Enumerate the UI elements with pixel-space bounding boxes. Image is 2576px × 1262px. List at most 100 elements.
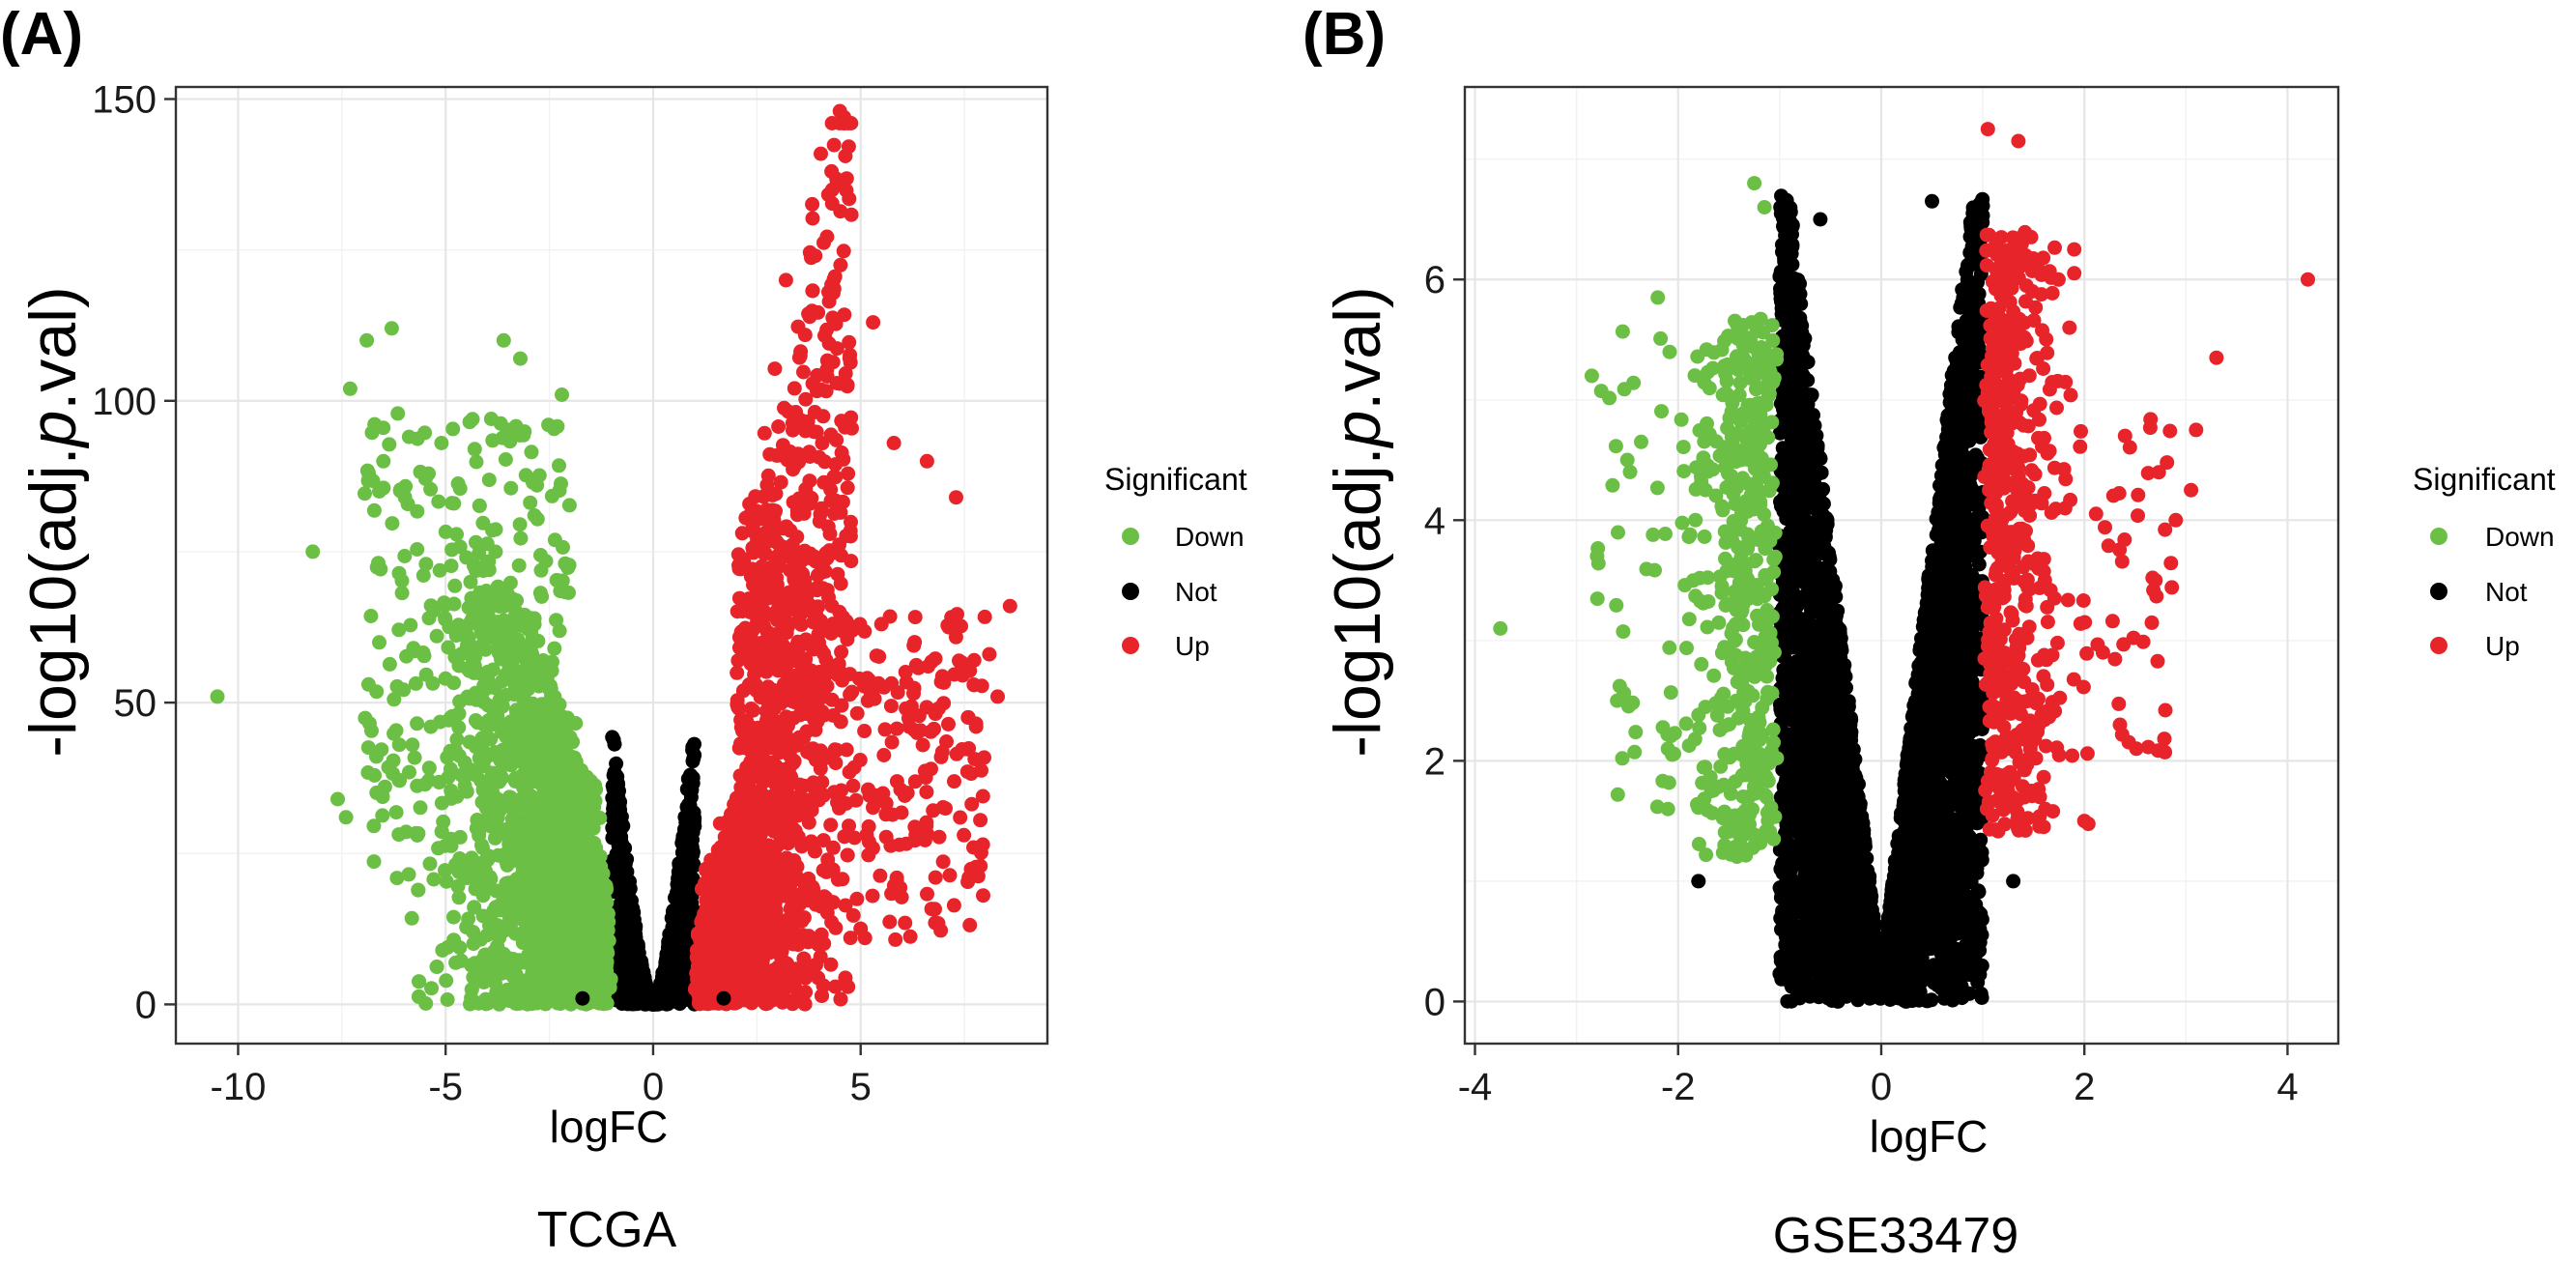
- cloud-point-down: [543, 805, 558, 820]
- cloud-point-down: [583, 860, 598, 875]
- cloud-point-down: [408, 825, 423, 841]
- cloud-point-down: [570, 972, 586, 988]
- cloud-point-down: [578, 811, 592, 826]
- cloud-point-down: [416, 648, 432, 664]
- cloud-point-down: [516, 814, 531, 829]
- cloud-point-down: [514, 926, 530, 941]
- cloud-point-down: [505, 735, 521, 750]
- cloud-point-down: [471, 868, 486, 883]
- cloud-point-not: [682, 852, 698, 868]
- cloud-point-down: [495, 674, 510, 689]
- cloud-point-down: [447, 578, 463, 593]
- cloud-point-down: [537, 741, 553, 757]
- cloud-point-down: [411, 882, 426, 898]
- cloud-point-down: [485, 523, 500, 538]
- cloud-point-up: [823, 957, 839, 972]
- cloud-point-down: [366, 502, 382, 518]
- cloud-point-down: [600, 906, 615, 922]
- cloud-point-down: [358, 486, 372, 502]
- cloud-point-down: [559, 854, 575, 870]
- cloud-point-down: [501, 799, 517, 814]
- cloud-point-down: [436, 814, 451, 829]
- cloud-point-down: [415, 568, 431, 583]
- cloud-point-down: [426, 872, 442, 887]
- cloud-point-down: [485, 433, 501, 448]
- cloud-point-down: [595, 967, 611, 983]
- cloud-point-not: [667, 970, 682, 986]
- cloud-point-down: [511, 558, 527, 573]
- cloud-point-down: [493, 747, 508, 762]
- cloud-point-not: [671, 948, 685, 963]
- cloud-point-down: [441, 712, 456, 728]
- cloud-point-down: [438, 524, 453, 539]
- cloud-point-down: [560, 956, 576, 971]
- cloud-point-not: [678, 815, 694, 830]
- panel-label-a: (A): [0, 1, 83, 68]
- cloud-point-down: [520, 875, 535, 890]
- cloud-point-not: [617, 851, 633, 867]
- cloud-point-down: [462, 734, 477, 750]
- cloud-point-down: [587, 778, 602, 793]
- cloud-point-down: [377, 779, 392, 794]
- cloud-point-down: [446, 675, 462, 691]
- cloud-point-down: [544, 688, 559, 703]
- cloud-point-down: [429, 628, 444, 644]
- cloud-point-down: [516, 780, 531, 795]
- cloud-point-down: [413, 800, 428, 816]
- cloud-point-down: [556, 539, 570, 555]
- cloud-point-down: [523, 495, 538, 510]
- cloud-point-down: [561, 558, 577, 573]
- cloud-point-down: [518, 672, 533, 687]
- cloud-point-down: [529, 756, 544, 771]
- cloud-point-down: [479, 536, 495, 552]
- cloud-point-down: [358, 710, 373, 726]
- cloud-point-not: [617, 941, 633, 956]
- cloud-point-down: [439, 874, 454, 889]
- cloud-point-down: [472, 828, 487, 844]
- cloud-point-not: [617, 969, 633, 985]
- cloud-point-down: [498, 452, 513, 467]
- cloud-point-down: [382, 437, 397, 452]
- cloud-point-down: [451, 617, 467, 633]
- cloud-point-down: [457, 755, 472, 770]
- cloud-point-down: [412, 974, 427, 990]
- cloud-point-down: [434, 795, 449, 811]
- cloud-point-down: [525, 977, 540, 992]
- cloud-point-down: [529, 912, 544, 927]
- cloud-point-down: [535, 943, 550, 959]
- cloud-point-not: [619, 864, 635, 879]
- cloud-point-down: [505, 952, 521, 967]
- cloud-point-up: [823, 817, 839, 833]
- cloud-point-down: [360, 465, 376, 480]
- cloud-point-down: [534, 588, 550, 604]
- cloud-point-down: [489, 883, 504, 899]
- cloud-point-down: [465, 412, 480, 427]
- cloud-point-down: [464, 982, 479, 997]
- cloud-point-down: [545, 954, 560, 969]
- cloud-point-down: [388, 805, 404, 820]
- cloud-point-down: [530, 961, 546, 977]
- cloud-point-down: [397, 549, 413, 563]
- cloud-point-down: [546, 723, 561, 738]
- cloud-point-down: [440, 992, 455, 1007]
- cloud-point-down: [531, 856, 546, 872]
- cloud-point-down: [438, 611, 453, 626]
- cloud-point-down: [376, 420, 391, 436]
- cloud-point-down: [503, 480, 519, 496]
- cloud-point-down: [407, 750, 422, 765]
- cloud-point-down: [410, 542, 425, 557]
- cloud-point-not: [673, 916, 689, 932]
- cloud-point-down: [422, 856, 438, 872]
- cloud-point-down: [386, 753, 401, 768]
- cloud-point-down: [372, 635, 386, 650]
- cloud-point-not: [630, 943, 645, 959]
- cloud-point-down: [366, 854, 382, 870]
- cloud-point-down: [475, 841, 490, 855]
- cloud-point-down: [424, 981, 439, 996]
- cloud-point-down: [527, 508, 542, 523]
- cloud-point-down: [374, 742, 389, 758]
- cloud-point-down: [464, 648, 479, 664]
- cloud-point-down: [528, 652, 542, 668]
- cloud-point-down: [446, 932, 462, 948]
